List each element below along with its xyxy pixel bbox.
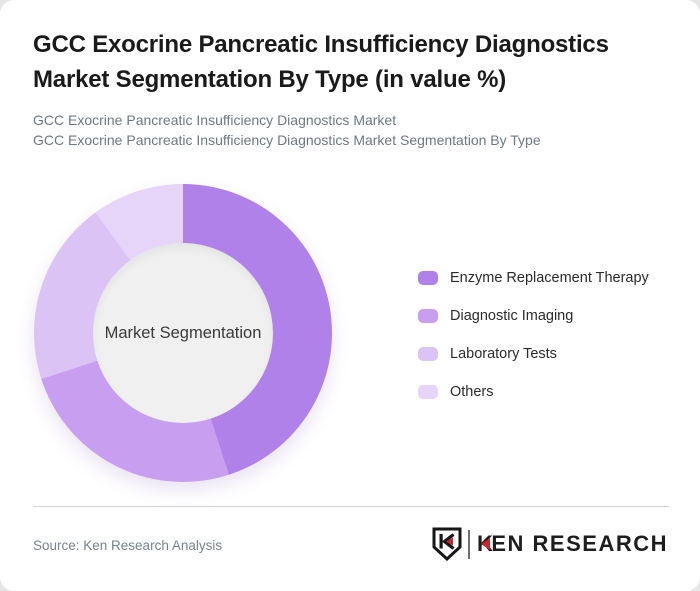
legend-label: Laboratory Tests (450, 346, 557, 362)
legend-label: Diagnostic Imaging (450, 308, 574, 324)
subtitle-block: GCC Exocrine Pancreatic Insufficiency Di… (33, 110, 541, 150)
footer-divider (33, 506, 669, 507)
subtitle-line-2: GCC Exocrine Pancreatic Insufficiency Di… (33, 132, 541, 148)
logo-separator (467, 529, 470, 559)
subtitle-line-1: GCC Exocrine Pancreatic Insufficiency Di… (33, 112, 397, 128)
legend-item-diagnostic-imaging: Diagnostic Imaging (418, 306, 649, 326)
legend-label: Enzyme Replacement Therapy (450, 270, 649, 286)
shield-k-logo-icon (432, 527, 462, 561)
legend-label: Others (450, 384, 494, 400)
logo-red-arrow-icon (481, 538, 491, 550)
legend-swatch-icon (418, 271, 438, 285)
chart-legend: Enzyme Replacement Therapy Diagnostic Im… (418, 268, 649, 420)
legend-swatch-icon (418, 347, 438, 361)
donut-chart: Market Segmentation (34, 184, 332, 482)
legend-swatch-icon (418, 385, 438, 399)
legend-item-laboratory-tests: Laboratory Tests (418, 344, 649, 364)
legend-swatch-icon (418, 309, 438, 323)
page-title: GCC Exocrine Pancreatic Insufficiency Di… (33, 31, 609, 93)
legend-item-enzyme-replacement-therapy: Enzyme Replacement Therapy (418, 268, 649, 288)
donut-center: Market Segmentation (93, 243, 273, 423)
logo-wordmark: K EN RESEARCH (477, 533, 668, 555)
legend-item-others: Others (418, 382, 649, 402)
source-text: Source: Ken Research Analysis (33, 538, 223, 553)
logo-wordmark-rest: EN RESEARCH (491, 531, 668, 556)
ken-research-logo: K EN RESEARCH (432, 527, 668, 561)
donut-center-label: Market Segmentation (104, 323, 262, 342)
